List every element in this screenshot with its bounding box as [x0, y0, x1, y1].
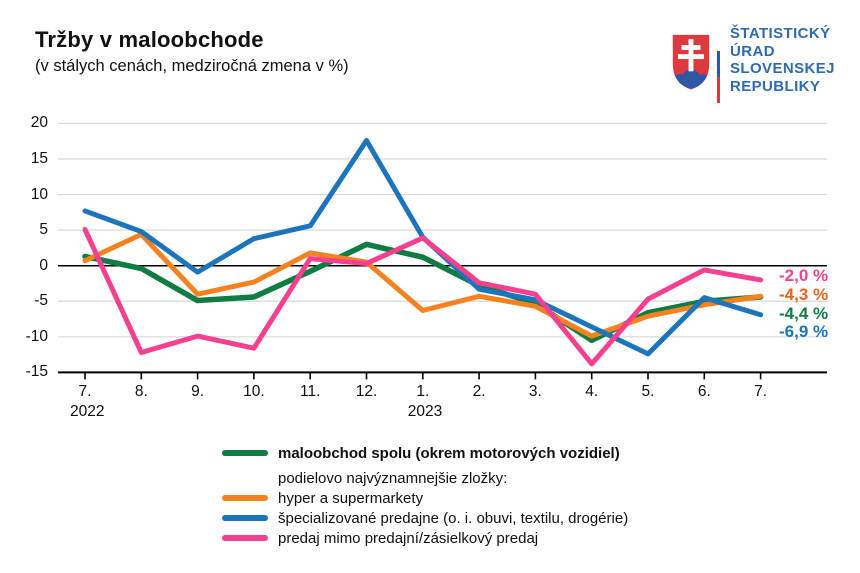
legend-label: špecializované predajne (o. i. obuvi, te… — [278, 509, 629, 527]
y-axis-tick-label: 5 — [39, 221, 48, 239]
x-axis-tick-label: 7. — [754, 383, 768, 400]
legend-row: maloobchod spolu (okrem motorových vozid… — [222, 443, 628, 463]
legend-swatch — [222, 495, 268, 501]
x-axis-tick-label: 6. — [697, 383, 711, 400]
slovak-coat-of-arms-icon — [672, 34, 710, 90]
series-line-hyper — [82, 231, 764, 339]
legend-label: maloobchod spolu (okrem motorových vozid… — [278, 444, 620, 462]
legend-swatch — [222, 515, 268, 521]
y-axis-tick-label: 20 — [30, 114, 48, 132]
logo-line-2: ÚRAD — [730, 42, 775, 60]
legend-row: podielovo najvýznamnejšie zložky: — [222, 468, 628, 488]
page-subtitle: (v stálych cenách, medziročná zmena v %) — [35, 57, 349, 75]
x-axis-tick-label: 1. — [416, 383, 430, 400]
x-axis-tick-label: 12. — [355, 383, 378, 400]
flag-blue-segment — [717, 51, 720, 77]
x-axis-tick-label: 10. — [243, 383, 265, 400]
logo-line-4: REPUBLIKY — [730, 77, 821, 95]
logo-text: ŠTATISTICKÝ ÚRAD SLOVENSKEJ REPUBLIKY — [730, 25, 835, 95]
y-axis-tick-label: -15 — [25, 363, 48, 381]
x-axis-tick-label: 9. — [191, 383, 205, 400]
series-line-specializovane — [82, 138, 764, 357]
flag-white-segment — [717, 25, 720, 51]
statistical-office-logo: ŠTATISTICKÝ ÚRAD SLOVENSKEJ REPUBLIKY — [668, 20, 838, 104]
y-axis-tick-label: 0 — [39, 256, 48, 274]
series-line-spolu — [82, 241, 764, 344]
x-axis-tick-label: 5. — [641, 383, 655, 400]
x-axis-tick-label: 11. — [299, 383, 321, 400]
x-axis-tick-label: 7. — [78, 383, 92, 400]
flag-divider-bar — [717, 25, 720, 103]
y-axis-tick-label: -5 — [34, 292, 48, 310]
logo-line-3: SLOVENSKEJ — [730, 60, 835, 78]
x-axis-tick-label: 8. — [134, 383, 148, 400]
series-line-mimo — [82, 226, 764, 367]
flag-red-segment — [717, 77, 720, 103]
x-axis-tick-label: 3. — [528, 383, 542, 400]
x-axis-year-label: 2023 — [407, 403, 443, 420]
y-axis-tick-label: -10 — [25, 327, 48, 345]
legend-swatch-spacer — [222, 475, 268, 481]
page-title: Tržby v maloobchode — [35, 27, 264, 52]
legend-row: predaj mimo predajní/zásielkový predaj — [222, 528, 628, 548]
legend-label: podielovo najvýznamnejšie zložky: — [278, 469, 508, 487]
x-axis-year-label: 2022 — [70, 403, 105, 420]
end-label-hyper: -4,3 % — [779, 284, 829, 304]
end-label-specializovane: -6,9 % — [779, 321, 829, 341]
legend-label: predaj mimo predajní/zásielkový predaj — [278, 529, 539, 547]
y-axis-tick-label: 15 — [30, 150, 48, 168]
end-label-spolu: -4,4 % — [779, 303, 829, 323]
chart-legend: maloobchod spolu (okrem motorových vozid… — [222, 443, 628, 548]
legend-swatch — [222, 535, 268, 541]
legend-row: špecializované predajne (o. i. obuvi, te… — [222, 508, 628, 528]
end-label-mimo: -2,0 % — [779, 265, 829, 285]
logo-line-1: ŠTATISTICKÝ — [730, 25, 831, 42]
legend-label: hyper a supermarkety — [278, 489, 424, 507]
legend-swatch — [222, 450, 268, 456]
y-axis-tick-label: 10 — [30, 185, 48, 203]
legend-row: hyper a supermarkety — [222, 488, 628, 508]
x-axis-tick-label: 2. — [472, 383, 486, 400]
x-axis-tick-label: 4. — [585, 383, 599, 400]
double-cross — [678, 39, 704, 72]
